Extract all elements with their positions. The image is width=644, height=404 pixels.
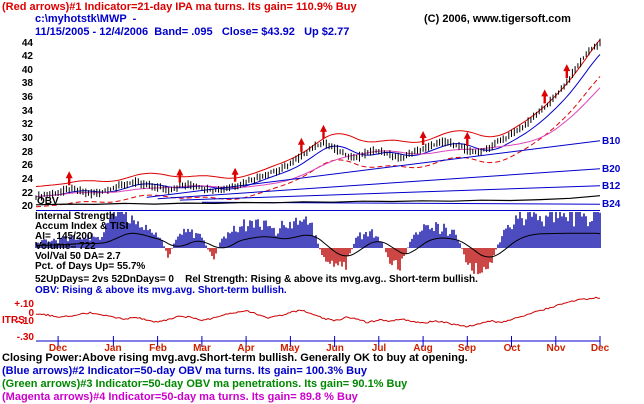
- buy-arrow-icon: [320, 124, 327, 139]
- price-ytick-label: 44: [21, 38, 33, 49]
- buy-arrow-icon: [231, 167, 239, 182]
- closing-power-status: Closing Power:Above rising mvg.avg.Short…: [2, 352, 468, 364]
- indicator2-legend: (Blue arrows)#2 Indicator=50-day OBV ma …: [2, 365, 367, 377]
- price-ytick-label: 30: [21, 133, 33, 144]
- itrs-ytick-label: -.30: [16, 332, 34, 343]
- price-ytick-label: 24: [21, 174, 33, 185]
- buy-arrow-icon: [419, 131, 427, 145]
- price-ytick-label: 20: [21, 201, 33, 212]
- channel-label-b10: B10: [602, 136, 621, 147]
- obv-axis-label: OBV: [37, 196, 59, 207]
- buy-arrow-icon: [176, 168, 184, 183]
- month-label: May: [280, 343, 300, 354]
- volume-label: Volume= 722: [35, 241, 96, 252]
- channel-label-b20: B20: [602, 164, 621, 175]
- channel-label-b12: B12: [602, 181, 621, 192]
- month-label: Mar: [193, 343, 211, 354]
- itrs-ytick-label: 0: [28, 308, 34, 319]
- itrs-axis-label: ITRS: [2, 315, 25, 326]
- month-label: Apr: [237, 343, 255, 354]
- buy-arrow-icon: [563, 64, 571, 79]
- obv-status: OBV: Rising & above its mvg.avg. Short-t…: [35, 285, 287, 296]
- pct-days-up-label: Pct. of Days Up= 55.7%: [35, 261, 146, 272]
- itrs-ytick-label: +.10: [14, 299, 34, 310]
- price-ytick-label: 22: [21, 188, 33, 199]
- price-ytick-label: 26: [21, 160, 33, 171]
- volval-label: Vol/Val 50 DA= 2.7: [35, 251, 121, 262]
- channel-label-b24: B24: [602, 199, 621, 210]
- month-label: Sep: [457, 343, 477, 354]
- month-label: Feb: [149, 343, 167, 354]
- buy-arrow-icon: [65, 171, 73, 186]
- price-ytick-label: 36: [21, 92, 33, 103]
- buy-arrow-icon: [463, 131, 471, 146]
- indicator1-legend: (Red arrows)#1 Indicator=21-day IPA ma t…: [2, 1, 357, 13]
- indicator4-legend: (Magenta arrows)#4 Indicator=50-day ma t…: [2, 391, 358, 403]
- month-label: Dec: [48, 343, 68, 354]
- rel-strength-status: 52UpDays= 2vs 52DnDays= 0 Rel Strength: …: [35, 274, 478, 285]
- month-label: Jan: [104, 343, 122, 354]
- date-range-text: 11/15/2005 - 12/4/2006 Band= .095 Close=…: [35, 26, 350, 38]
- month-label: Jul: [371, 343, 387, 354]
- price-ytick-label: 34: [21, 106, 33, 117]
- buy-arrow-icon: [297, 137, 305, 152]
- buy-arrow-icon: [541, 89, 549, 104]
- month-label: Jun: [326, 343, 344, 354]
- ai-value-label: AI= 145/200: [35, 231, 93, 242]
- price-ytick-label: 40: [21, 65, 33, 76]
- price-ytick-label: 32: [21, 119, 33, 130]
- month-label: Dec: [590, 343, 610, 354]
- month-label: Oct: [503, 343, 521, 354]
- price-ytick-label: 28: [21, 147, 33, 158]
- month-label: Nov: [546, 343, 566, 354]
- itrs-ytick-label: -.10: [16, 316, 34, 327]
- price-ytick-label: 42: [21, 51, 33, 62]
- copyright-text: (C) 2006, www.tigersoft.com: [424, 13, 571, 25]
- file-path-text: c:\myhotstk\MWP -: [35, 13, 137, 25]
- month-label: Aug: [413, 343, 433, 354]
- price-ytick-label: 38: [21, 78, 33, 89]
- internal-strength-label: Internal Strength: [35, 211, 116, 222]
- indicator3-legend: (Green arrows)#3 Indicator=50-day OBV ma…: [2, 378, 408, 390]
- accum-index-label: Accum Index & TISI: [35, 221, 129, 232]
